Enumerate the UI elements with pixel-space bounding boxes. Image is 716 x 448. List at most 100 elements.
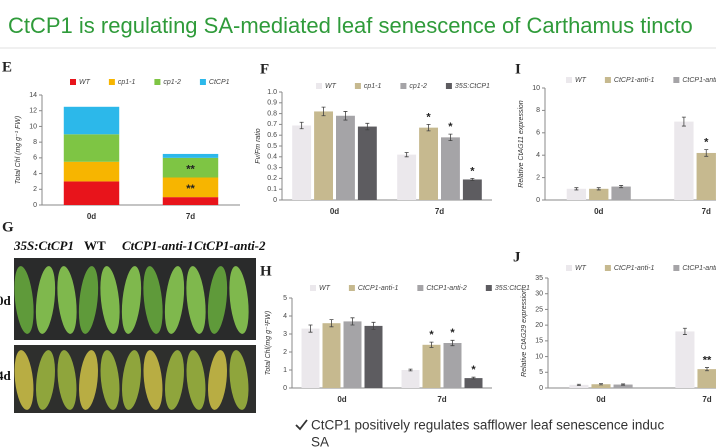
panel-label: F bbox=[260, 61, 269, 77]
significance: ** bbox=[703, 354, 712, 366]
y-tick-label: 0.1 bbox=[267, 186, 277, 193]
y-axis-label: Total Chl (mg g⁻¹ FW) bbox=[15, 116, 22, 184]
leaf bbox=[78, 266, 99, 334]
legend-swatch bbox=[566, 77, 572, 83]
bar bbox=[314, 111, 333, 200]
significance: * bbox=[448, 121, 453, 133]
leaf bbox=[35, 266, 56, 334]
bar bbox=[419, 127, 438, 200]
leaf bbox=[229, 350, 249, 410]
bar bbox=[364, 325, 383, 388]
error-bar bbox=[596, 187, 601, 191]
leaf bbox=[208, 350, 227, 410]
legend-swatch bbox=[154, 79, 161, 85]
photo-column: CtCP1-anti-2 bbox=[194, 238, 266, 253]
y-tick-label: 0.7 bbox=[267, 121, 277, 128]
error-bar bbox=[329, 319, 334, 328]
error-bar bbox=[343, 111, 348, 121]
y-tick-label: 0.8 bbox=[267, 110, 277, 117]
chart: I Relative CtAG11 expression 0 2 4 6 8 10 WT CtCP… bbox=[515, 61, 716, 216]
legend-swatch bbox=[316, 83, 322, 89]
y-tick-label: 35 bbox=[535, 275, 543, 282]
x-tick-label: 7d bbox=[702, 207, 711, 216]
bar-segment bbox=[63, 181, 120, 205]
photo-column: CtCP1-anti-1 bbox=[122, 238, 194, 253]
panel-label: G bbox=[2, 219, 14, 235]
bar bbox=[696, 152, 716, 200]
y-tick-label: 0 bbox=[283, 385, 287, 392]
leaf bbox=[143, 266, 163, 334]
bar bbox=[569, 384, 589, 388]
legend-swatch bbox=[348, 285, 355, 291]
significance: ** bbox=[186, 164, 195, 176]
legend-label: WT bbox=[79, 79, 91, 86]
bar bbox=[613, 384, 633, 388]
y-tick-label: 14 bbox=[29, 92, 37, 99]
bar bbox=[301, 328, 320, 388]
bar-segment bbox=[162, 153, 219, 158]
legend-label: CtCP1 bbox=[209, 79, 230, 86]
y-tick-label: 6 bbox=[536, 130, 540, 137]
legend-label: WT bbox=[575, 265, 587, 272]
bar bbox=[357, 126, 377, 200]
legend-swatch bbox=[417, 285, 424, 291]
legend-swatch bbox=[673, 77, 680, 83]
y-axis-label: Fv/Fm ratio bbox=[255, 128, 262, 163]
legend-label: cp1-1 bbox=[364, 83, 382, 90]
panel-label: I bbox=[515, 61, 521, 77]
y-tick-label: 8 bbox=[536, 107, 540, 114]
error-bar bbox=[350, 317, 355, 326]
bar bbox=[462, 179, 482, 200]
y-tick-label: 25 bbox=[535, 306, 543, 313]
y-tick-label: 30 bbox=[535, 291, 543, 298]
legend-label: cp1-2 bbox=[163, 79, 181, 86]
y-tick-label: 2 bbox=[536, 174, 540, 181]
legend-label: CtCP1-anti-2 bbox=[426, 285, 467, 292]
legend-label: CtCP1-anti-2 bbox=[682, 265, 716, 272]
error-bar bbox=[450, 339, 455, 347]
bar bbox=[397, 154, 417, 200]
error-bar bbox=[426, 124, 431, 132]
photo-column: WT bbox=[84, 238, 106, 253]
significance: * bbox=[470, 165, 475, 177]
y-tick-label: 0.2 bbox=[267, 175, 277, 182]
check-icon bbox=[295, 419, 308, 431]
y-tick-label: 20 bbox=[535, 322, 543, 329]
leaf bbox=[229, 266, 249, 334]
y-tick-label: 0 bbox=[536, 197, 540, 204]
leaf bbox=[57, 350, 77, 410]
bar bbox=[292, 125, 312, 200]
leaf bbox=[36, 350, 55, 410]
error-bar bbox=[621, 383, 626, 386]
legend-label: CtCP1-anti-1 bbox=[614, 265, 655, 272]
y-tick-label: 0.3 bbox=[267, 164, 277, 171]
legend-label: WT bbox=[325, 83, 337, 90]
error-bar bbox=[576, 383, 581, 386]
error-bar bbox=[448, 133, 453, 141]
y-axis-label: Relative CtAG11 expression bbox=[518, 100, 525, 188]
x-tick-label: 0d bbox=[330, 207, 339, 216]
error-bar bbox=[471, 376, 476, 380]
legend-label: cp1-1 bbox=[118, 79, 136, 86]
legend-label: WT bbox=[319, 285, 331, 292]
y-tick-label: 0.4 bbox=[267, 154, 277, 161]
error-bar bbox=[599, 383, 603, 386]
error-bar bbox=[321, 106, 326, 117]
y-tick-label: 6 bbox=[33, 155, 37, 162]
bar bbox=[611, 186, 631, 200]
photo-row: 0d bbox=[0, 293, 12, 308]
y-tick-label: 4 bbox=[536, 152, 540, 159]
bar bbox=[674, 121, 694, 200]
legend-swatch bbox=[566, 265, 572, 271]
bar bbox=[464, 378, 483, 388]
bar bbox=[443, 343, 462, 388]
significance: * bbox=[426, 111, 431, 123]
significance: * bbox=[704, 137, 709, 149]
error-bar bbox=[408, 368, 413, 372]
y-tick-label: 0.5 bbox=[267, 143, 277, 150]
leaf bbox=[186, 350, 206, 410]
photo-row: 4d bbox=[0, 368, 12, 383]
legend-label: CtCP1-anti-1 bbox=[358, 285, 399, 292]
leaf bbox=[207, 266, 228, 334]
